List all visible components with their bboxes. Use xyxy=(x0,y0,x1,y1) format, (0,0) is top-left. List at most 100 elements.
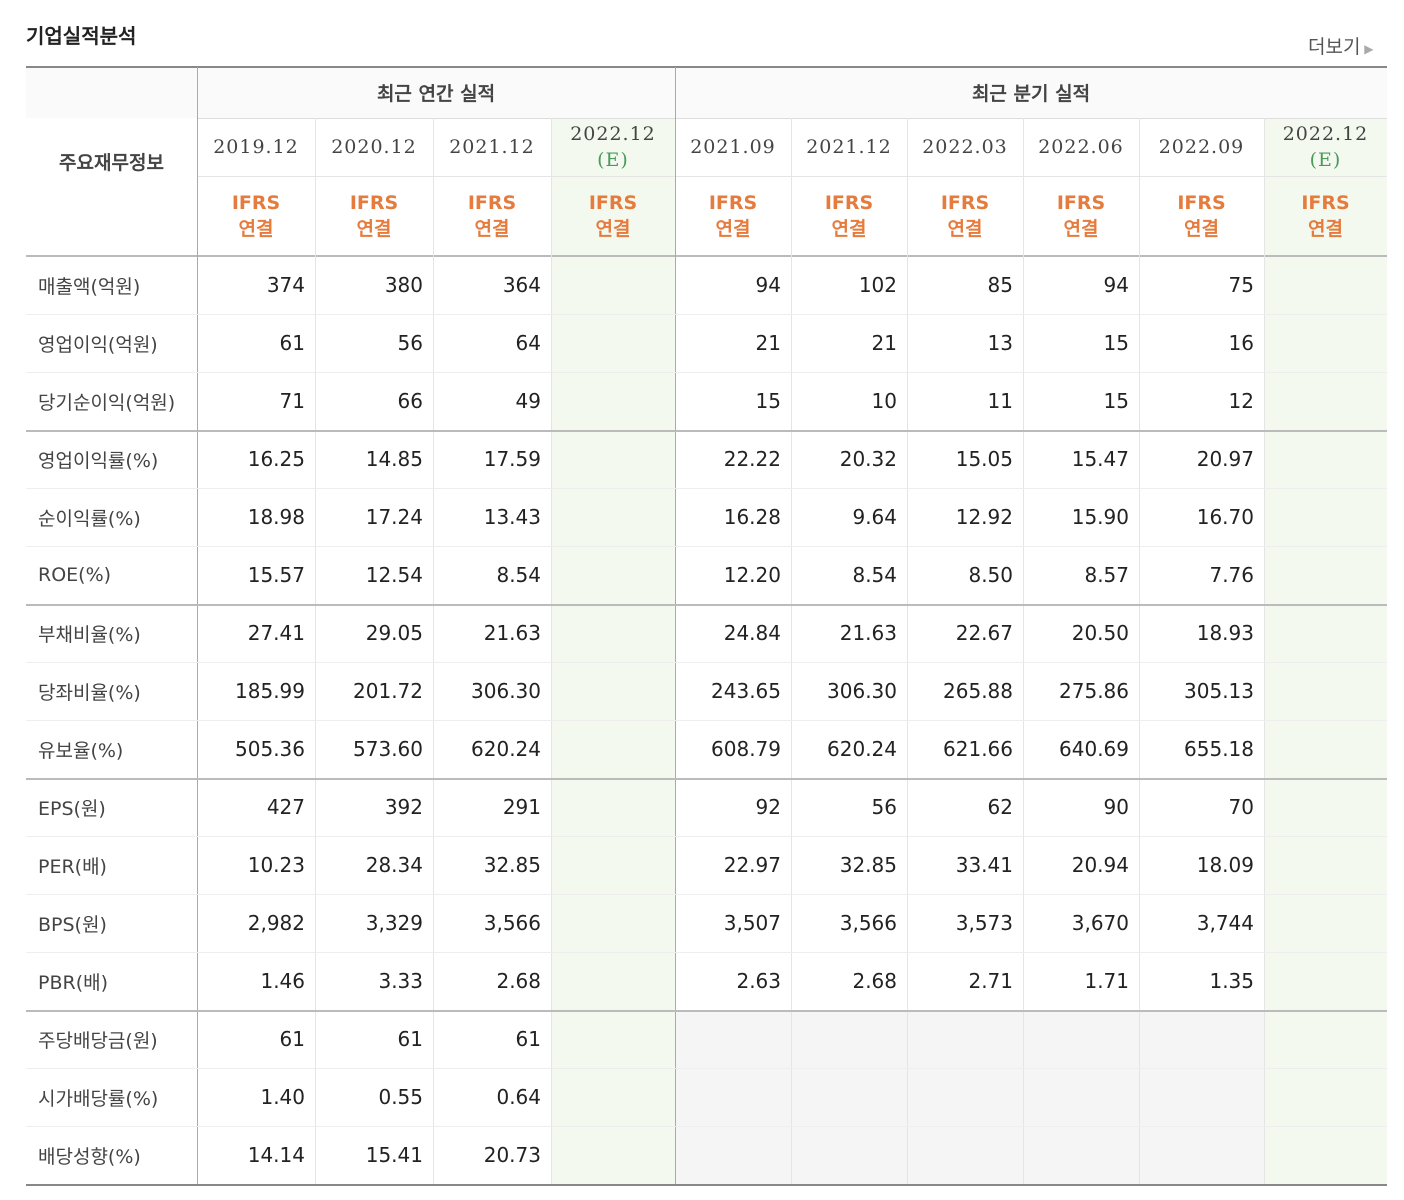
row-label: 부채비율(%) xyxy=(38,623,141,646)
basis: 연결 xyxy=(1308,218,1343,240)
estimate-bg xyxy=(551,118,675,1184)
period: 2021.09 xyxy=(690,136,776,158)
standard: IFRS xyxy=(349,192,399,214)
cell-value: 0.55 xyxy=(378,1085,423,1109)
cell-value: 13 xyxy=(987,331,1013,355)
cell-value: 15.41 xyxy=(365,1143,423,1167)
grid-line xyxy=(433,118,434,1184)
cell-value: 71 xyxy=(279,389,305,413)
cell-value: 20.50 xyxy=(1071,621,1129,645)
cell-value: 64 xyxy=(515,331,541,355)
basis: 연결 xyxy=(715,218,751,240)
grid-line xyxy=(675,67,676,1184)
cell-value: 56 xyxy=(397,331,423,355)
cell-value: 17.24 xyxy=(365,505,423,529)
cell-value: 15.90 xyxy=(1071,505,1129,529)
period: 2019.12 xyxy=(213,136,299,158)
estimate-note: (E) xyxy=(1309,149,1342,171)
cell-value: 265.88 xyxy=(943,679,1013,703)
grid-line xyxy=(1139,118,1140,1184)
cell-value: 3,329 xyxy=(365,911,423,935)
period-header: 2021.12 xyxy=(433,118,551,176)
more-link[interactable]: 더보기 ▶ xyxy=(1308,36,1374,58)
period-header: 2021.09 xyxy=(675,118,791,176)
cell-value: 16.28 xyxy=(723,505,781,529)
cell-value: 3,573 xyxy=(955,911,1013,935)
grid-line xyxy=(26,430,1387,432)
basis: 연결 xyxy=(595,218,631,240)
cell-value: 61 xyxy=(279,331,305,355)
cell-value: 392 xyxy=(384,795,423,819)
accounting-standard: IFRS 연결 xyxy=(1264,176,1387,256)
cell-value: 305.13 xyxy=(1184,679,1254,703)
cell-value: 20.97 xyxy=(1196,447,1254,471)
basis: 연결 xyxy=(238,218,274,240)
cell-value: 32.85 xyxy=(839,853,897,877)
grid-line xyxy=(26,1068,1387,1069)
cell-value: 3,566 xyxy=(839,911,897,935)
cell-value: 3,566 xyxy=(483,911,541,935)
cell-value: 20.32 xyxy=(839,447,897,471)
grid-line xyxy=(197,67,198,1184)
cell-value: 22.97 xyxy=(723,853,781,877)
row-label: 시가배당률(%) xyxy=(38,1087,159,1110)
cell-value: 364 xyxy=(502,273,541,297)
row-label: PER(배) xyxy=(38,855,107,878)
cell-value: 275.86 xyxy=(1059,679,1129,703)
accounting-standard: IFRS 연결 xyxy=(1139,176,1264,256)
standard: IFRS xyxy=(708,192,758,214)
cell-value: 61 xyxy=(397,1027,423,1051)
cell-value: 18.09 xyxy=(1196,853,1254,877)
basis: 연결 xyxy=(474,218,510,240)
cell-value: 655.18 xyxy=(1184,737,1254,761)
cell-value: 21 xyxy=(871,331,897,355)
border-line xyxy=(26,66,1387,68)
cell-value: 12.54 xyxy=(365,563,423,587)
grid-line xyxy=(26,778,1387,780)
period: 2022.03 xyxy=(922,136,1008,158)
header-bg xyxy=(26,67,1387,118)
section-title: 기업실적분석 xyxy=(26,24,137,48)
cell-value: 14.14 xyxy=(247,1143,305,1167)
period-header: 2022.12 (E) xyxy=(1264,118,1387,176)
cell-value: 3,507 xyxy=(723,911,781,935)
cell-value: 20.73 xyxy=(483,1143,541,1167)
grid-line xyxy=(26,1010,1387,1012)
cell-value: 21.63 xyxy=(839,621,897,645)
standard: IFRS xyxy=(1056,192,1106,214)
cell-value: 15 xyxy=(1103,331,1129,355)
basis: 연결 xyxy=(1063,218,1099,240)
cell-value: 8.50 xyxy=(968,563,1013,587)
more-text[interactable]: 더보기 xyxy=(1308,36,1361,58)
cell-value: 3.33 xyxy=(378,969,423,993)
cell-value: 70 xyxy=(1228,795,1254,819)
cell-value: 505.36 xyxy=(235,737,305,761)
cell-value: 7.76 xyxy=(1209,563,1254,587)
accounting-standard: IFRS 연결 xyxy=(907,176,1023,256)
cell-value: 16.25 xyxy=(247,447,305,471)
cell-value: 2.71 xyxy=(968,969,1013,993)
cell-value: 33.41 xyxy=(955,853,1013,877)
standard: IFRS xyxy=(940,192,990,214)
cell-value: 621.66 xyxy=(943,737,1013,761)
cell-value: 12.92 xyxy=(955,505,1013,529)
cell-value: 21.63 xyxy=(483,621,541,645)
standard: IFRS xyxy=(231,192,281,214)
grid-line xyxy=(26,720,1387,721)
period-header: 2019.12 xyxy=(197,118,315,176)
cell-value: 61 xyxy=(515,1027,541,1051)
row-label: ROE(%) xyxy=(38,564,112,586)
row-label: 당좌비율(%) xyxy=(38,681,141,704)
estimate-bg xyxy=(1264,118,1387,1184)
cell-value: 66 xyxy=(397,389,423,413)
cell-value: 21 xyxy=(755,331,781,355)
empty-cell xyxy=(675,1126,1264,1184)
cell-value: 15 xyxy=(755,389,781,413)
cell-value: 10 xyxy=(871,389,897,413)
period-header: 2022.09 xyxy=(1139,118,1264,176)
period: 2021.12 xyxy=(806,136,892,158)
cell-value: 10.23 xyxy=(247,853,305,877)
cell-value: 2,982 xyxy=(247,911,305,935)
row-label: BPS(원) xyxy=(38,913,107,936)
grid-line xyxy=(1264,118,1265,1184)
